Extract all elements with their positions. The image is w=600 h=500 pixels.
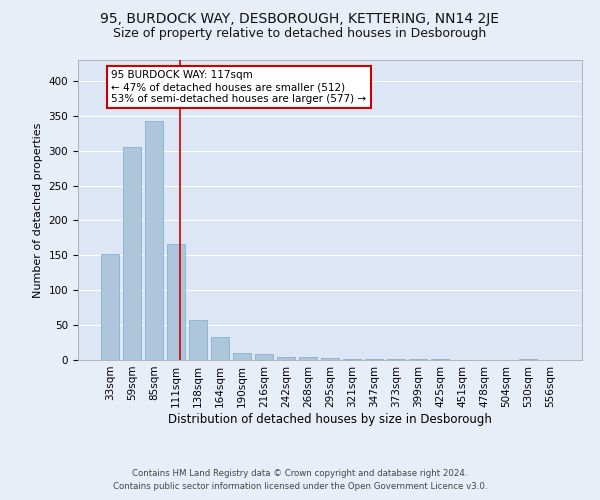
Bar — [321, 358, 339, 360]
Text: 95, BURDOCK WAY, DESBOROUGH, KETTERING, NN14 2JE: 95, BURDOCK WAY, DESBOROUGH, KETTERING, … — [101, 12, 499, 26]
Bar — [101, 254, 119, 360]
Bar — [145, 120, 163, 360]
Text: Contains HM Land Registry data © Crown copyright and database right 2024.
Contai: Contains HM Land Registry data © Crown c… — [113, 470, 487, 491]
Bar — [343, 358, 361, 360]
Text: Size of property relative to detached houses in Desborough: Size of property relative to detached ho… — [113, 26, 487, 40]
Text: 95 BURDOCK WAY: 117sqm
← 47% of detached houses are smaller (512)
53% of semi-de: 95 BURDOCK WAY: 117sqm ← 47% of detached… — [111, 70, 367, 104]
Bar — [167, 244, 185, 360]
Bar — [299, 357, 317, 360]
Bar — [277, 356, 295, 360]
Bar — [365, 358, 383, 360]
Bar — [123, 147, 140, 360]
Bar — [211, 337, 229, 360]
X-axis label: Distribution of detached houses by size in Desborough: Distribution of detached houses by size … — [168, 412, 492, 426]
Bar — [233, 353, 251, 360]
Y-axis label: Number of detached properties: Number of detached properties — [33, 122, 43, 298]
Bar — [520, 358, 537, 360]
Bar — [255, 354, 273, 360]
Bar — [189, 320, 206, 360]
